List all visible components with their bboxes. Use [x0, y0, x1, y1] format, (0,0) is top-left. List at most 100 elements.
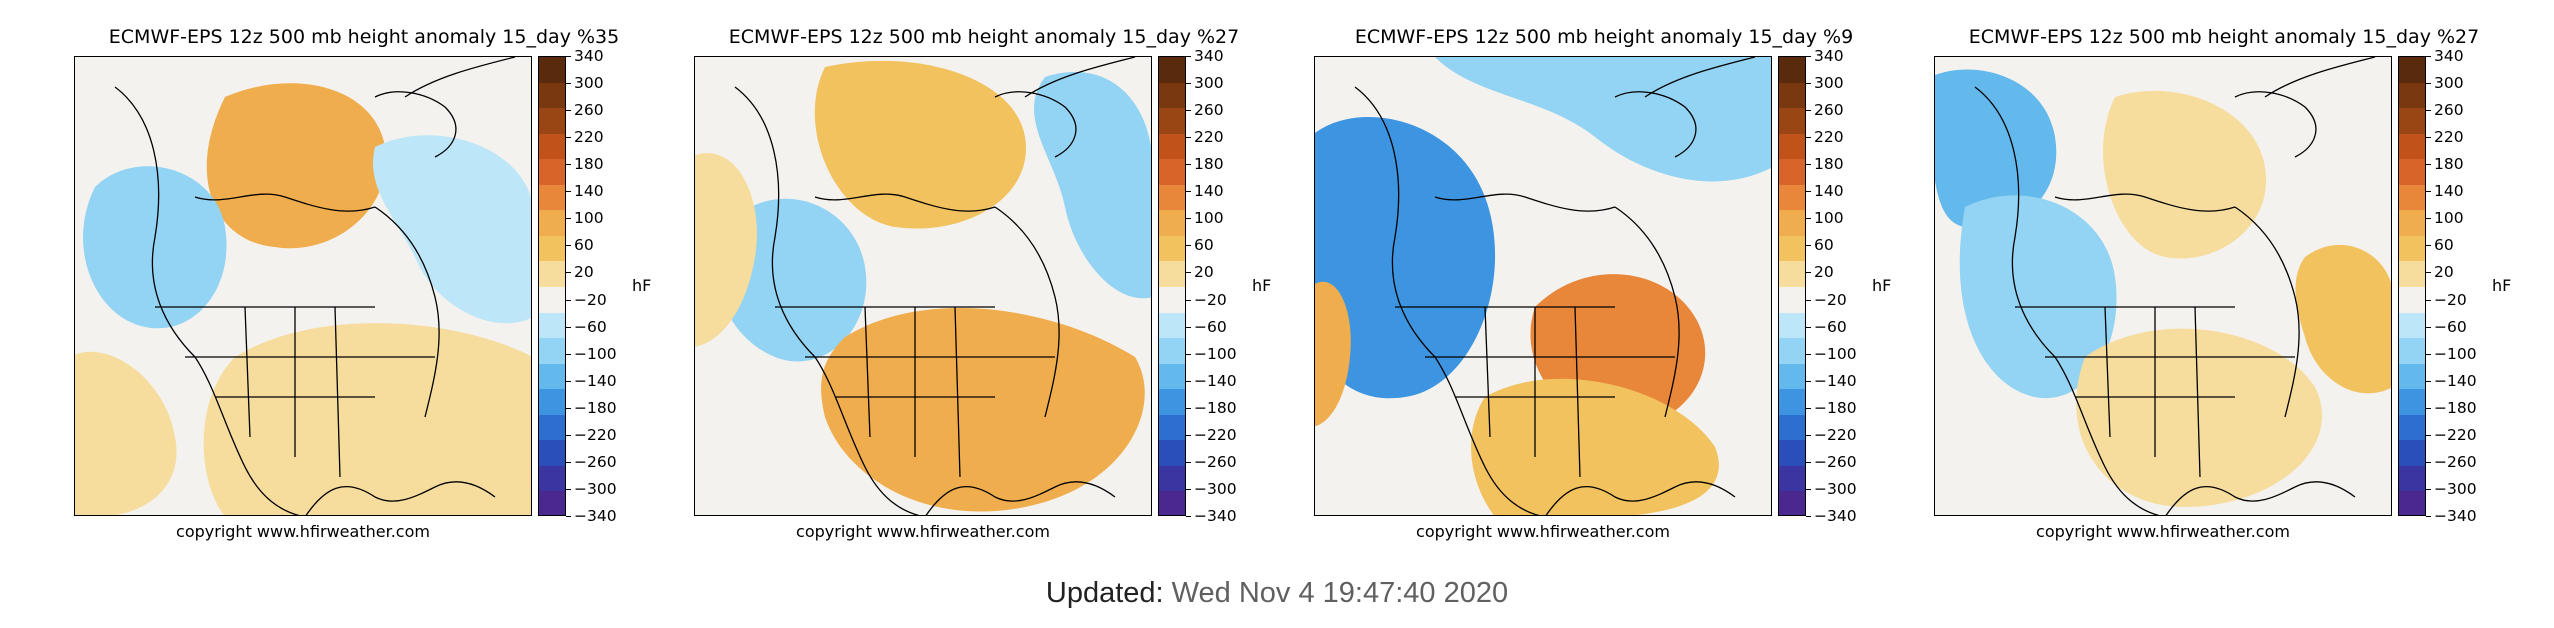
colorbar-tick-mark — [1186, 110, 1191, 112]
colorbar-tick-mark — [1186, 164, 1191, 166]
colorbar — [1158, 56, 1186, 516]
colorbar-segment — [2399, 235, 2425, 262]
updated-timestamp: Updated: Wed Nov 4 19:47:40 2020 — [0, 577, 2554, 610]
colorbar-tick-mark — [1806, 407, 1811, 409]
panel-title: ECMWF-EPS 12z 500 mb height anomaly 15_d… — [728, 26, 1240, 48]
colorbar-tick-mark — [1806, 353, 1811, 355]
colorbar-tick-mark — [566, 516, 571, 517]
colorbar-segment — [539, 312, 565, 339]
colorbar-tick-label: −220 — [1814, 425, 1857, 444]
coastline-path — [1644, 57, 1756, 98]
anomaly-map — [1314, 56, 1772, 516]
colorbar-segment — [2399, 440, 2425, 467]
anomaly-region — [1471, 378, 1719, 515]
colorbar-tick-mark — [566, 191, 571, 193]
colorbar-segment — [539, 133, 565, 160]
colorbar-tick-label: −60 — [2434, 317, 2467, 336]
colorbar-tick-label: 140 — [574, 182, 604, 201]
colorbar-tick-mark — [1806, 137, 1811, 139]
copyright-text: copyright www.hfirweather.com — [2036, 522, 2290, 541]
colorbar-segment — [1159, 210, 1185, 237]
coastline-path — [1574, 306, 1581, 478]
colorbar-segment — [2399, 312, 2425, 339]
colorbar-tick-mark — [566, 299, 571, 301]
colorbar-tick-mark — [566, 380, 571, 382]
colorbar-segment — [1159, 82, 1185, 109]
colorbar-tick-label: −340 — [1194, 507, 1237, 525]
coastline-path — [1674, 481, 1736, 498]
colorbar-tick-label: 340 — [2434, 47, 2464, 65]
colorbar-tick-mark — [566, 245, 571, 247]
colorbar-segment — [2399, 491, 2425, 515]
anomaly-region — [373, 135, 531, 324]
colorbar-tick-mark — [566, 137, 571, 139]
colorbar-tick-mark — [1186, 516, 1191, 517]
colorbar-tick-label: −300 — [1194, 479, 1237, 498]
colorbar-segment — [539, 57, 565, 84]
colorbar-tick-mark — [1806, 272, 1811, 274]
colorbar-tick-mark — [566, 434, 571, 436]
colorbar-tick-label: −340 — [2434, 507, 2477, 525]
colorbar-tick-label: 140 — [1194, 182, 1224, 201]
colorbar-tick-label: −20 — [2434, 290, 2467, 309]
anomaly-region — [1435, 57, 1771, 182]
colorbar-segment — [1779, 440, 1805, 467]
anomaly-map — [694, 56, 1152, 516]
coastline-path — [2264, 57, 2376, 98]
panel-title: ECMWF-EPS 12z 500 mb height anomaly 15_d… — [108, 26, 620, 48]
coastline-path — [2194, 306, 2201, 478]
colorbar-segment — [539, 414, 565, 441]
colorbar-tick-label: 180 — [1194, 155, 1224, 174]
colorbar-segment — [1159, 57, 1185, 84]
colorbar-segment — [539, 440, 565, 467]
colorbar-tick-label: 60 — [574, 236, 594, 255]
anomaly-region — [2076, 328, 2323, 507]
colorbar-tick-mark — [1806, 56, 1811, 57]
colorbar-segment — [1159, 491, 1185, 515]
colorbar-tick-mark — [2426, 137, 2431, 139]
colorbar-tick-label: −100 — [1814, 344, 1857, 363]
colorbar-tick-mark — [1186, 56, 1191, 57]
colorbar-tick-label: 220 — [2434, 128, 2464, 147]
coastline-path — [1545, 486, 1676, 515]
colorbar-segment — [1779, 491, 1805, 515]
colorbar-segment — [2399, 363, 2425, 390]
colorbar-tick-label: 220 — [1814, 128, 1844, 147]
colorbar-tick-mark — [1806, 299, 1811, 301]
coastline-path — [244, 306, 251, 438]
colorbar-segment — [1159, 363, 1185, 390]
coastline-path — [114, 86, 300, 515]
colorbar-segment — [2399, 414, 2425, 441]
colorbar-segment — [1159, 465, 1185, 492]
colorbar-tick-mark — [2426, 516, 2431, 517]
colorbar-tick-mark — [2426, 407, 2431, 409]
colorbar-tick-label: 220 — [1194, 128, 1224, 147]
colorbar-unit-label: hF — [632, 276, 652, 295]
colorbar-segment — [2399, 133, 2425, 160]
colorbar-segment — [1159, 312, 1185, 339]
colorbar-tick-label: 300 — [2434, 74, 2464, 93]
copyright-text: copyright www.hfirweather.com — [176, 522, 430, 541]
colorbar-tick-mark — [1186, 380, 1191, 382]
colorbar-tick-mark — [1186, 353, 1191, 355]
colorbar-tick-mark — [2426, 83, 2431, 85]
colorbar-tick-label: 60 — [1194, 236, 1214, 255]
panel-2: ECMWF-EPS 12z 500 mb height anomaly 15_d… — [694, 0, 1314, 560]
panel-4: ECMWF-EPS 12z 500 mb height anomaly 15_d… — [1934, 0, 2554, 560]
colorbar-tick-mark — [1806, 164, 1811, 166]
colorbar-segment — [2399, 287, 2425, 314]
anomaly-region — [1935, 69, 2057, 229]
anomaly-region — [1315, 117, 1496, 399]
coastline-path — [2294, 481, 2356, 498]
coastline-path — [2054, 193, 2236, 212]
colorbar-segment — [2399, 465, 2425, 492]
anomaly-region — [2103, 90, 2267, 259]
colorbar-tick-mark — [1186, 461, 1191, 463]
coastline-path — [1024, 57, 1136, 98]
colorbar-tick-label: 140 — [2434, 182, 2464, 201]
colorbar-tick-label: 220 — [574, 128, 604, 147]
colorbar-tick-mark — [2426, 245, 2431, 247]
anomaly-region — [203, 323, 531, 515]
colorbar-tick-label: −100 — [1194, 344, 1237, 363]
colorbar-tick-mark — [566, 353, 571, 355]
